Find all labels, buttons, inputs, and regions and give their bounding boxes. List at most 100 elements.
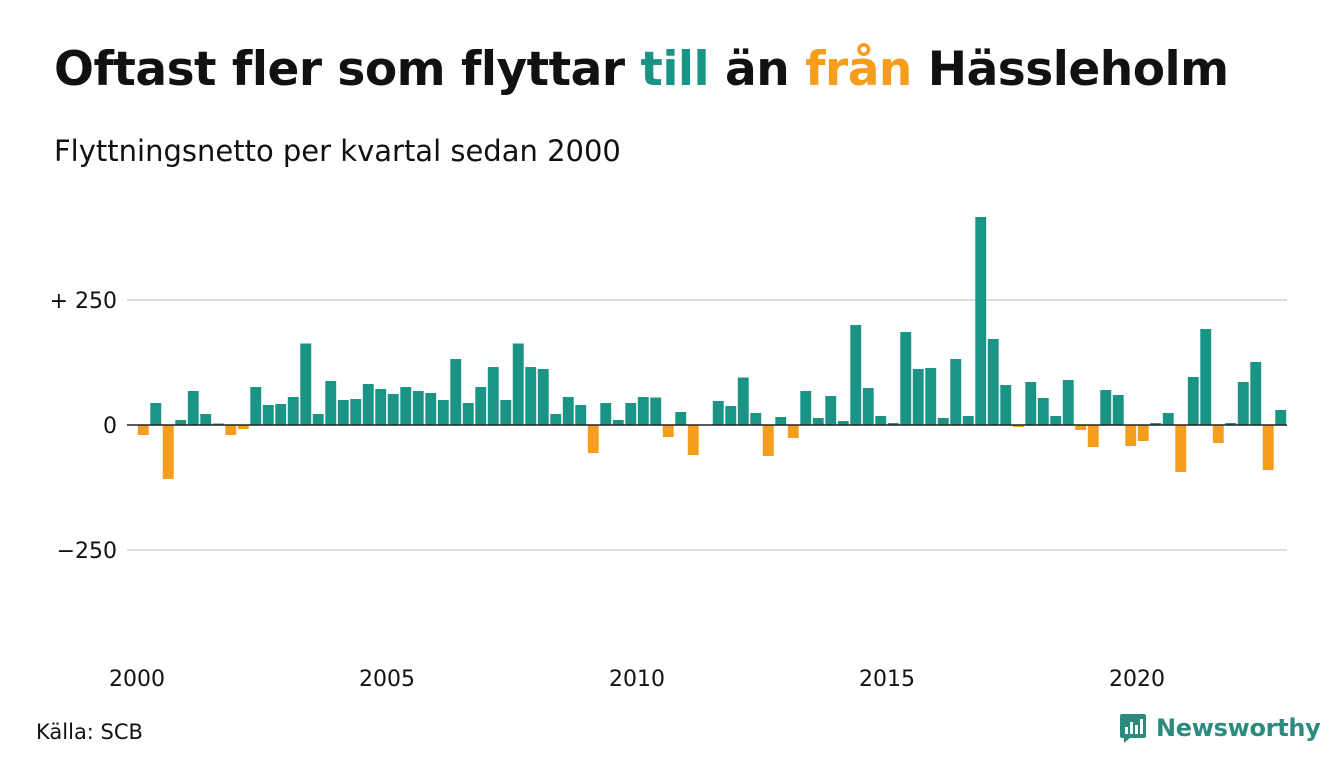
grid-lines — [127, 299, 1287, 551]
bar — [1200, 329, 1212, 425]
bar — [762, 425, 774, 456]
bar — [925, 368, 937, 425]
x-tick-label: 2020 — [1109, 667, 1165, 692]
bar — [437, 400, 449, 425]
bar — [1025, 382, 1037, 425]
newsworthy-logo-icon — [1120, 714, 1146, 743]
bar — [1050, 416, 1062, 425]
chart-subtitle: Flyttningsnetto per kvartal sedan 2000 — [54, 134, 621, 168]
bar — [200, 414, 212, 425]
bar — [675, 412, 687, 425]
bar — [1212, 425, 1224, 443]
brand-logo: Newsworthy — [1118, 712, 1321, 744]
bar — [600, 403, 612, 425]
bar — [1262, 425, 1274, 470]
bar — [875, 416, 887, 425]
bar — [1100, 390, 1112, 425]
y-tick-label: + 250 — [50, 289, 117, 314]
bar — [187, 391, 199, 425]
bar — [937, 418, 949, 425]
bar — [287, 397, 299, 425]
bar — [1237, 382, 1249, 425]
bar — [775, 417, 787, 425]
bar — [1087, 425, 1099, 447]
bar — [537, 369, 549, 425]
bar — [500, 400, 512, 425]
bar — [912, 369, 924, 425]
title-highlight-fran: från — [805, 42, 912, 97]
bar — [662, 425, 674, 437]
bar — [750, 413, 762, 425]
bar — [137, 425, 149, 435]
bar — [862, 388, 874, 425]
bar — [887, 423, 899, 425]
bar — [575, 405, 587, 425]
bar — [950, 359, 962, 425]
bar — [787, 425, 799, 438]
x-tick-label: 2005 — [359, 667, 415, 692]
bar — [587, 425, 599, 453]
title-highlight-till: till — [640, 42, 710, 97]
bar — [650, 397, 662, 425]
bar — [162, 425, 174, 479]
bar — [412, 391, 424, 425]
bar — [637, 397, 649, 425]
bar — [1250, 362, 1262, 425]
bar — [1037, 398, 1049, 425]
bar — [1225, 423, 1237, 425]
bar — [825, 396, 837, 425]
x-tick-label: 2015 — [859, 667, 915, 692]
x-axis-ticks: 2000 2005 2010 2015 2020 — [109, 667, 1165, 692]
bar — [1000, 385, 1012, 425]
bar — [525, 367, 537, 425]
bar — [975, 217, 987, 425]
bar — [325, 381, 337, 425]
y-tick-label: 0 — [103, 414, 117, 439]
title-part-2: än — [709, 42, 806, 97]
bar — [837, 421, 849, 425]
bar — [450, 359, 462, 425]
bar — [687, 425, 699, 455]
bar — [812, 418, 824, 425]
bar — [725, 406, 737, 425]
bar — [350, 399, 362, 425]
bar — [1062, 380, 1074, 425]
bar — [337, 400, 349, 425]
bar — [900, 332, 912, 425]
y-axis-ticks: + 250 0 −250 — [50, 289, 117, 564]
bar — [1137, 425, 1149, 441]
bar — [1125, 425, 1137, 446]
bar — [1150, 423, 1162, 425]
bar — [512, 343, 524, 425]
bar — [237, 425, 249, 429]
title-part-1: Oftast fler som flyttar — [54, 42, 641, 97]
brand-name: Newsworthy — [1156, 714, 1321, 742]
bar — [1275, 410, 1287, 425]
bar — [375, 389, 387, 425]
bar — [475, 387, 487, 425]
bar — [625, 403, 637, 425]
bar — [462, 403, 474, 425]
bar — [850, 325, 862, 425]
bar — [400, 387, 412, 425]
bar — [987, 339, 999, 425]
bar — [1175, 425, 1187, 472]
bar — [362, 384, 374, 425]
x-tick-label: 2010 — [609, 667, 665, 692]
bars — [137, 217, 1287, 479]
bar — [712, 401, 724, 425]
bar — [250, 387, 262, 425]
bar — [312, 414, 324, 425]
bar — [487, 367, 499, 425]
bar — [1187, 377, 1199, 425]
y-tick-label: −250 — [57, 539, 117, 564]
bar — [1012, 425, 1024, 427]
bar — [1112, 395, 1124, 425]
title-part-3: Hässleholm — [911, 42, 1229, 97]
x-tick-label: 2000 — [109, 667, 165, 692]
bar — [612, 420, 624, 425]
bar — [550, 414, 562, 425]
bar — [1075, 425, 1087, 430]
bar — [150, 403, 162, 425]
bar — [387, 394, 399, 425]
